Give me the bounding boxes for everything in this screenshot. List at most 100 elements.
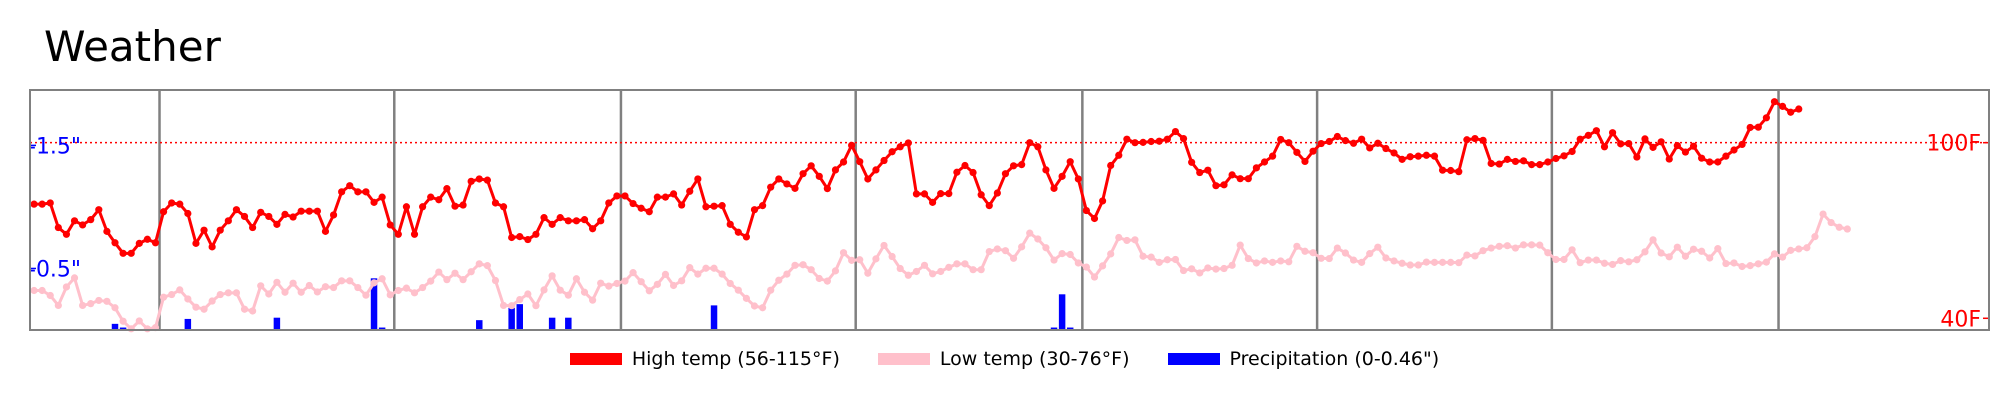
low-temp-point — [1349, 256, 1358, 264]
low-temp-point — [38, 286, 46, 295]
high-temp-point — [831, 166, 840, 174]
low-temp-point — [1026, 229, 1034, 237]
low-temp-point — [1155, 258, 1163, 266]
low-temp-point — [540, 286, 548, 294]
low-temp-point — [46, 291, 54, 300]
low-temp-point — [767, 286, 775, 294]
high-temp-point — [1665, 155, 1673, 163]
low-temp-point — [289, 279, 297, 287]
high-temp-point — [1001, 170, 1010, 178]
low-temp-point — [1001, 247, 1010, 255]
low-temp-point — [572, 275, 581, 283]
high-temp-point — [1098, 197, 1107, 205]
low-temp-point — [362, 291, 370, 299]
low-temp-point — [718, 270, 726, 278]
high-temp-point — [669, 190, 678, 198]
high-temp-point — [208, 243, 216, 251]
low-temp-point — [232, 289, 241, 297]
precip-bar — [184, 318, 192, 330]
high-temp-point — [710, 202, 718, 210]
high-temp-point — [807, 162, 815, 170]
low-temp-point — [1625, 258, 1633, 266]
low-temp-point — [329, 283, 338, 292]
high-temp-point — [1406, 153, 1414, 161]
low-temp-point — [1552, 255, 1560, 264]
low-temp-point — [281, 288, 289, 296]
high-temp-point — [1471, 134, 1479, 143]
high-temp-point — [524, 235, 532, 244]
high-temp-point — [38, 200, 46, 208]
low-temp-point — [1544, 249, 1552, 257]
high-temp-point — [1463, 136, 1471, 144]
high-temp-point — [1770, 98, 1779, 106]
low-temp-point — [1617, 257, 1625, 265]
high-temp-point — [30, 200, 38, 208]
low-temp-point — [1819, 210, 1827, 218]
high-temp-point — [1123, 135, 1131, 143]
high-temp-point — [1795, 105, 1803, 113]
low-temp-point — [79, 301, 87, 310]
low-temp-point — [1770, 250, 1779, 258]
low-temp-point — [564, 291, 572, 299]
low-temp-point — [791, 261, 799, 269]
high-temp-point — [62, 230, 71, 238]
high-temp-point — [354, 188, 362, 196]
high-temp-point — [1179, 134, 1188, 143]
high-temp-point — [467, 177, 475, 185]
high-temp-point — [1317, 139, 1325, 148]
high-temp-point — [1082, 206, 1091, 215]
low-temp-point — [1795, 245, 1803, 253]
high-temp-point — [1641, 135, 1649, 143]
high-temp-point — [1714, 158, 1722, 166]
legend-item-low: Low temp (30-76°F) — [877, 348, 1130, 370]
high-temp-point — [1358, 135, 1366, 143]
low-temp-point — [669, 281, 678, 290]
high-temp-point — [257, 208, 265, 216]
low-temp-point — [645, 287, 653, 295]
high-temp-point — [1139, 138, 1147, 146]
high-temp-point — [767, 183, 775, 191]
low-temp-point — [694, 270, 702, 278]
high-temp-point — [491, 199, 500, 207]
low-temp-point — [1698, 247, 1706, 255]
high-temp-point — [589, 225, 597, 233]
high-temp-point — [289, 213, 297, 221]
high-temp-point — [1171, 127, 1180, 136]
low-temp-point — [394, 286, 402, 295]
low-temp-point — [1689, 245, 1698, 253]
low-temp-point — [305, 281, 313, 290]
high-temp-point — [1107, 161, 1115, 170]
high-temp-point — [1552, 154, 1560, 163]
high-temp-point — [613, 192, 621, 200]
high-temp-point — [1608, 129, 1617, 137]
low-temp-point — [1730, 259, 1738, 267]
high-temp-point — [1382, 144, 1390, 153]
high-temp-point — [386, 221, 394, 229]
low-temp-point — [1673, 243, 1681, 251]
low-temp-point — [1260, 257, 1269, 265]
high-temp-point — [1762, 114, 1770, 122]
high-temp-point — [1244, 175, 1252, 183]
low-temp-point — [443, 276, 451, 284]
low-temp-point — [1803, 244, 1811, 252]
high-temp-point — [1042, 166, 1050, 174]
high-temp-point — [605, 199, 613, 207]
high-temp-point — [483, 176, 491, 184]
high-temp-point — [1090, 214, 1099, 223]
precip-bar — [548, 317, 556, 330]
low-temp-point — [1366, 250, 1374, 258]
high-temp-point — [1236, 175, 1244, 183]
low-temp-point — [750, 302, 759, 310]
low-temp-point — [224, 289, 232, 297]
precip-bar — [1066, 327, 1074, 330]
low-temp-point — [143, 325, 151, 333]
high-temp-point — [645, 208, 653, 216]
high-temp-point — [1058, 172, 1066, 180]
legend-item-precip: Precipitation (0-0.46") — [1167, 348, 1439, 370]
high-temp-point — [232, 206, 241, 214]
low-temp-point — [1714, 245, 1722, 253]
high-temp-point — [961, 161, 969, 170]
low-temp-point — [508, 302, 516, 310]
high-temp-point — [151, 239, 160, 247]
low-temp-point — [111, 304, 119, 312]
